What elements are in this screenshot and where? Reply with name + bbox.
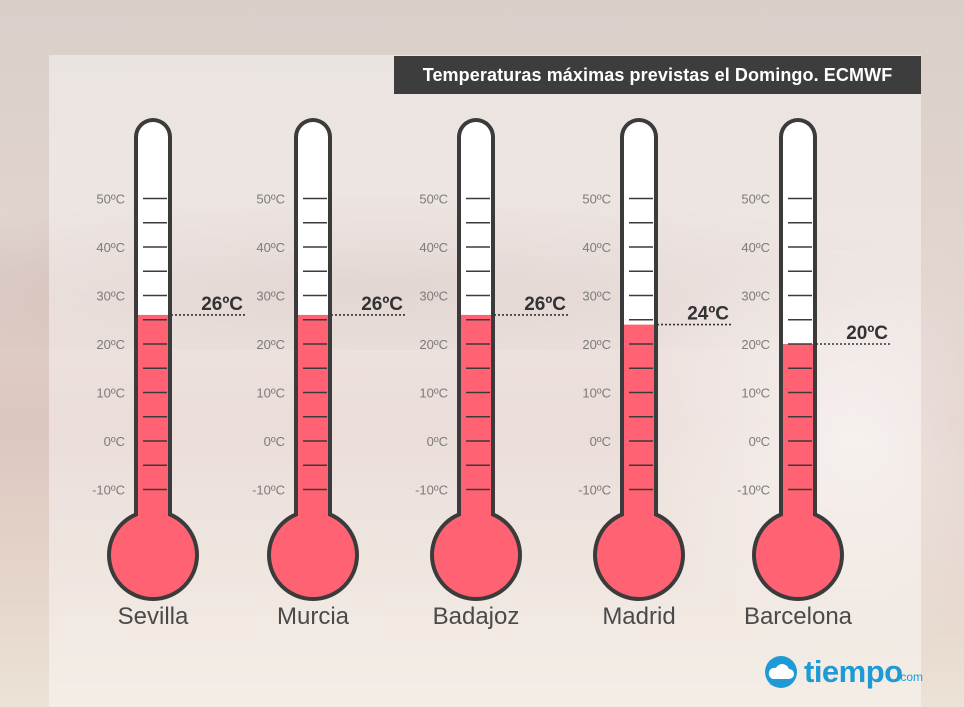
scale-tick-label: -10ºC (578, 483, 611, 498)
scale-tick-label: -10ºC (415, 483, 448, 498)
scale-tick-label: 30ºC (419, 289, 448, 304)
thermometer-bulb (597, 513, 681, 597)
thermometer-bulb (111, 513, 195, 597)
scale-tick-label: 0ºC (427, 434, 448, 449)
scale-tick-label: 10ºC (582, 386, 611, 401)
scale-tick-label: 0ºC (749, 434, 770, 449)
scale-tick-label: 40ºC (256, 240, 285, 255)
scale-tick-label: 0ºC (264, 434, 285, 449)
scale-tick-label: -10ºC (737, 483, 770, 498)
scale-tick-label: -10ºC (92, 483, 125, 498)
scale-tick-label: 10ºC (419, 386, 448, 401)
scale-tick-label: 40ºC (96, 240, 125, 255)
thermometer-bulb (434, 513, 518, 597)
city-label: Barcelona (744, 603, 853, 630)
scale-tick-label: 0ºC (590, 434, 611, 449)
scale-tick-label: 50ºC (96, 192, 125, 207)
value-label: 26ºC (361, 294, 403, 315)
scale-tick-label: 40ºC (741, 240, 770, 255)
scale-tick-label: -10ºC (252, 483, 285, 498)
scale-tick-label: 50ºC (256, 192, 285, 207)
cloud-icon (765, 656, 797, 688)
scale-tick-label: 10ºC (96, 386, 125, 401)
value-label: 26ºC (201, 294, 243, 315)
scale-tick-label: 20ºC (419, 337, 448, 352)
city-label: Madrid (602, 603, 675, 630)
scale-tick-label: 30ºC (256, 289, 285, 304)
scale-tick-label: 30ºC (582, 289, 611, 304)
scale-tick-label: 10ºC (741, 386, 770, 401)
thermometer-bulb (271, 513, 355, 597)
scale-tick-label: 50ºC (741, 192, 770, 207)
tiempo-logo[interactable]: tiempo .com (762, 654, 932, 694)
scale-tick-label: 40ºC (419, 240, 448, 255)
scale-tick-label: 50ºC (419, 192, 448, 207)
city-label: Badajoz (433, 603, 520, 630)
value-label: 24ºC (687, 304, 729, 325)
scale-tick-label: 20ºC (741, 337, 770, 352)
scale-tick-label: 50ºC (582, 192, 611, 207)
scale-tick-label: 20ºC (96, 337, 125, 352)
thermometer-bulb (756, 513, 840, 597)
scale-tick-label: 40ºC (582, 240, 611, 255)
scale-tick-label: 30ºC (741, 289, 770, 304)
scale-tick-label: 20ºC (582, 337, 611, 352)
value-label: 26ºC (524, 294, 566, 315)
city-label: Sevilla (118, 603, 189, 630)
scale-tick-label: 10ºC (256, 386, 285, 401)
scale-tick-label: 20ºC (256, 337, 285, 352)
chart-title: Temperaturas máximas previstas el Doming… (394, 56, 921, 94)
logo-brand: tiempo (804, 654, 903, 689)
scale-tick-label: 0ºC (104, 434, 125, 449)
value-label: 20ºC (846, 323, 888, 344)
scale-tick-label: 30ºC (96, 289, 125, 304)
logo-tld: .com (897, 670, 924, 684)
city-label: Murcia (277, 603, 350, 630)
